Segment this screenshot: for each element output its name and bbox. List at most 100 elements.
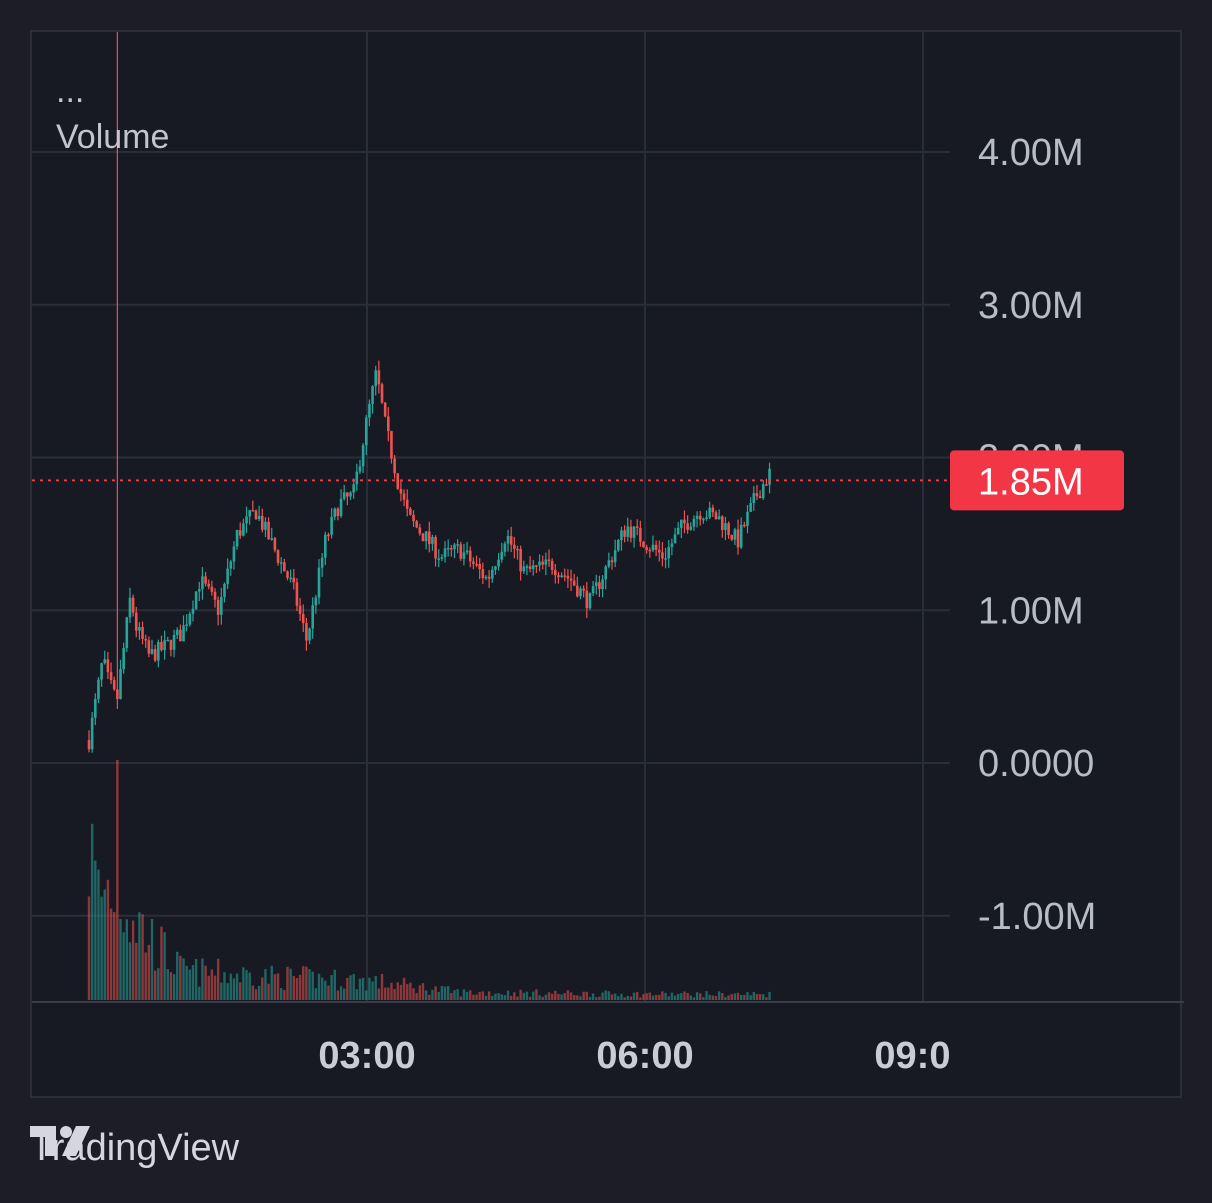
candle-body bbox=[283, 562, 286, 572]
candle-body bbox=[544, 559, 548, 565]
legend-volume-label[interactable]: Volume bbox=[56, 118, 169, 156]
candle-body bbox=[639, 527, 642, 542]
volume-bar bbox=[415, 993, 418, 1000]
candle-body bbox=[112, 680, 116, 690]
candle-body bbox=[292, 577, 296, 583]
candle-body bbox=[358, 466, 362, 472]
volume-bar bbox=[648, 992, 652, 1000]
volume-bar bbox=[639, 997, 642, 1000]
candle-body bbox=[765, 484, 768, 486]
legend-more-dots[interactable]: ... bbox=[56, 72, 84, 110]
volume-bar bbox=[459, 996, 462, 1000]
volume-bar bbox=[711, 995, 715, 1000]
candle-body bbox=[516, 548, 519, 551]
candle-body bbox=[607, 560, 611, 567]
volume-bar bbox=[629, 996, 633, 1000]
candle-body bbox=[717, 516, 721, 520]
volume-bar bbox=[680, 993, 683, 1000]
current-price-label: 1.85M bbox=[978, 461, 1084, 503]
candle-body bbox=[207, 583, 211, 587]
volume-bar bbox=[100, 896, 103, 1000]
volume-bar bbox=[355, 989, 359, 1000]
volume-bar bbox=[695, 992, 699, 1000]
volume-bar bbox=[601, 992, 604, 1000]
volume-bar bbox=[434, 986, 437, 1000]
volume-bar bbox=[179, 955, 182, 1000]
candle-body bbox=[393, 458, 396, 474]
candle-body bbox=[500, 551, 504, 560]
volume-bar bbox=[462, 989, 466, 1000]
candle-body bbox=[320, 557, 324, 568]
volume-bar bbox=[144, 952, 147, 1000]
volume-bar bbox=[727, 995, 730, 1000]
candle-body bbox=[431, 536, 434, 544]
candle-body bbox=[651, 544, 655, 551]
candle-body bbox=[557, 575, 560, 578]
candle-body bbox=[260, 515, 264, 530]
volume-bar bbox=[138, 912, 141, 1000]
x-tick-label: 03:00 bbox=[318, 1035, 415, 1077]
volume-bar bbox=[686, 992, 689, 1000]
volume-bar bbox=[475, 994, 478, 1000]
volume-bar bbox=[324, 980, 327, 1000]
candle-body bbox=[147, 640, 151, 654]
candle-body bbox=[478, 563, 481, 570]
volume-bar bbox=[135, 942, 138, 1000]
volume-bar bbox=[450, 993, 453, 1000]
candle-body bbox=[440, 557, 444, 559]
volume-bar bbox=[103, 889, 106, 1000]
volume-bar bbox=[595, 997, 598, 1000]
volume-bar bbox=[676, 993, 680, 1000]
candle-body bbox=[727, 523, 730, 535]
volume-bar bbox=[743, 994, 746, 1000]
volume-bar bbox=[267, 983, 270, 1000]
candle-body bbox=[509, 536, 513, 545]
candle-body bbox=[289, 577, 292, 580]
volume-bar bbox=[513, 992, 516, 1000]
candle-body bbox=[635, 526, 639, 528]
candle-body bbox=[245, 516, 248, 524]
volume-bar bbox=[717, 991, 721, 1000]
volume-bar bbox=[667, 996, 670, 1000]
candle-body bbox=[541, 561, 544, 565]
volume-bar bbox=[733, 993, 737, 1000]
candle-body bbox=[160, 641, 163, 651]
candle-body bbox=[702, 518, 705, 521]
candle-body bbox=[232, 546, 236, 562]
candle-body bbox=[535, 565, 538, 567]
volume-bar bbox=[469, 990, 472, 1000]
volume-bar bbox=[358, 978, 362, 1000]
candle-body bbox=[276, 550, 280, 563]
volume-bar bbox=[163, 932, 166, 1000]
candle-body bbox=[405, 499, 409, 509]
candle-body bbox=[188, 613, 192, 625]
candle-body bbox=[415, 521, 418, 528]
volume-bar bbox=[560, 994, 563, 1000]
volume-bar bbox=[368, 977, 371, 1000]
volume-bar bbox=[279, 988, 283, 1000]
candle-body bbox=[484, 576, 488, 579]
volume-bar bbox=[264, 969, 267, 1000]
volume-bar bbox=[289, 968, 292, 1000]
volume-bar bbox=[623, 997, 626, 1000]
volume-bar bbox=[579, 996, 582, 1000]
candle-body bbox=[383, 402, 387, 417]
candle-body bbox=[402, 493, 406, 500]
candle-body bbox=[213, 591, 217, 600]
candle-body bbox=[591, 586, 595, 594]
volume-bar bbox=[128, 942, 132, 1000]
volume-bar bbox=[198, 986, 201, 1000]
volume-bar bbox=[714, 996, 718, 1000]
brand[interactable]: TradingView bbox=[30, 1124, 239, 1172]
candle-body bbox=[708, 507, 711, 518]
volume-bar bbox=[538, 995, 541, 1000]
candle-body bbox=[242, 523, 245, 536]
volume-bar bbox=[503, 995, 507, 1000]
candle-body bbox=[131, 597, 135, 613]
candle-body bbox=[446, 548, 450, 550]
candle-body bbox=[443, 548, 447, 558]
candle-body bbox=[661, 552, 664, 559]
candle-body bbox=[617, 540, 620, 551]
